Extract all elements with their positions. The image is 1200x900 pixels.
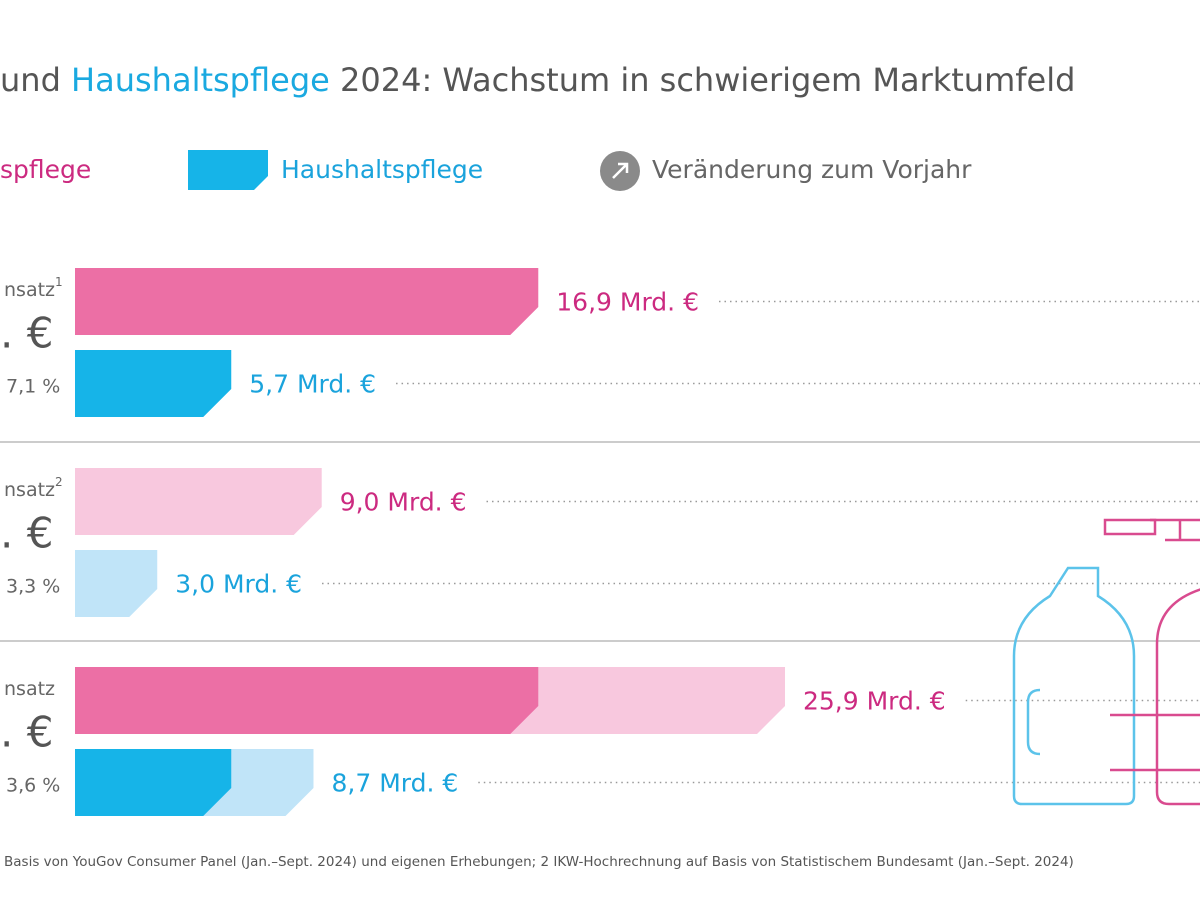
category-note: 1 bbox=[55, 275, 63, 289]
category-total: . € bbox=[0, 509, 53, 558]
value-label: 16,9 Mrd. € bbox=[556, 288, 699, 317]
legend-swatch bbox=[188, 150, 268, 190]
legend-label: Veränderung zum Vorjahr bbox=[652, 155, 972, 184]
category-label: nsatz1 bbox=[4, 275, 63, 301]
bar bbox=[75, 268, 539, 335]
legend-icon-arrow bbox=[612, 162, 629, 179]
title-part: Haushaltspflege bbox=[71, 61, 330, 99]
chart-title: und Haushaltspflege 2024: Wachstum in sc… bbox=[0, 61, 1075, 99]
title-part: 2024: Wachstum in schwierigem Marktumfel… bbox=[330, 61, 1076, 99]
bar bbox=[75, 350, 232, 417]
pump bbox=[1103, 518, 1157, 536]
value-label: 9,0 Mrd. € bbox=[340, 488, 467, 517]
change-label: 3,3 % bbox=[6, 576, 60, 598]
illustration bbox=[1012, 518, 1200, 806]
bottle-outline bbox=[1150, 518, 1200, 806]
bottle-outline bbox=[1012, 566, 1136, 806]
bar bbox=[75, 468, 322, 535]
category-label: nsatz2 bbox=[4, 475, 63, 501]
value-label: 8,7 Mrd. € bbox=[331, 769, 458, 798]
value-label: 5,7 Mrd. € bbox=[249, 370, 376, 399]
category-total: . € bbox=[0, 708, 53, 757]
value-label: 3,0 Mrd. € bbox=[175, 570, 302, 599]
category-label: nsatz bbox=[4, 678, 55, 700]
category-name: nsatz bbox=[4, 678, 55, 700]
bottle-line bbox=[1110, 713, 1200, 772]
category-name: nsatz bbox=[4, 479, 55, 501]
bar bbox=[75, 550, 158, 617]
bottle-handle bbox=[1026, 688, 1041, 756]
value-label: 25,9 Mrd. € bbox=[803, 687, 946, 716]
category-note: 2 bbox=[55, 475, 63, 489]
change-label: 3,6 % bbox=[6, 775, 60, 797]
footnote: Basis von YouGov Consumer Panel (Jan.–Se… bbox=[4, 854, 1074, 870]
category-total: . € bbox=[0, 309, 53, 358]
legend-label: spflege bbox=[0, 155, 91, 184]
category-name: nsatz bbox=[4, 279, 55, 301]
bar-part bbox=[75, 667, 539, 734]
bar-part bbox=[75, 749, 232, 816]
change-label: 7,1 % bbox=[6, 376, 60, 398]
title-part: und bbox=[0, 61, 71, 99]
legend-label: Haushaltspflege bbox=[281, 155, 483, 184]
